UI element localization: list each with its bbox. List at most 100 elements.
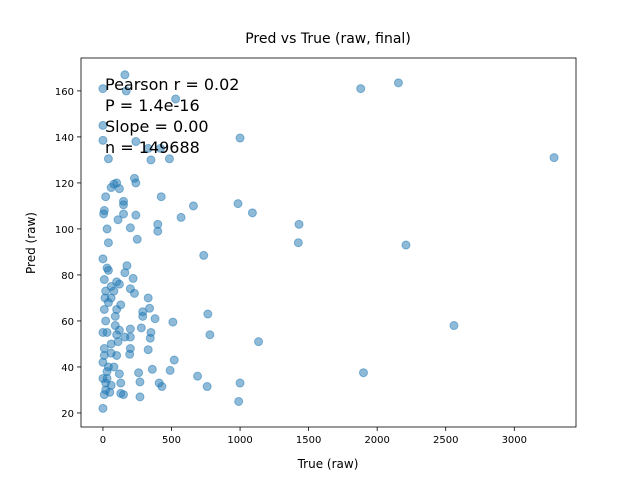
point — [99, 304, 109, 314]
point — [153, 219, 163, 229]
point — [101, 378, 111, 388]
point — [120, 268, 130, 278]
point — [110, 311, 120, 321]
point — [169, 355, 179, 365]
point — [131, 137, 141, 147]
point — [98, 357, 108, 367]
point — [103, 154, 113, 164]
point — [449, 321, 459, 331]
x-tick-label: 2500 — [433, 435, 458, 446]
point — [234, 396, 244, 406]
point — [121, 86, 131, 96]
point — [393, 78, 403, 88]
annotation: Pearson r = 0.02 — [105, 75, 239, 94]
point — [109, 362, 119, 372]
y-tick-label: 60 — [61, 317, 74, 328]
point — [156, 192, 166, 202]
y-tick-label: 160 — [55, 87, 74, 98]
annotation: Slope = 0.00 — [105, 117, 209, 136]
point — [125, 284, 135, 294]
y-tick-label: 140 — [55, 133, 74, 144]
point — [131, 178, 141, 188]
y-tick-label: 120 — [55, 179, 74, 190]
point — [98, 403, 108, 413]
x-tick-label: 500 — [162, 435, 181, 446]
point — [150, 314, 160, 324]
point — [156, 143, 166, 153]
point — [103, 265, 113, 275]
point — [293, 238, 303, 248]
point — [356, 84, 366, 94]
point — [98, 135, 108, 145]
point — [235, 133, 245, 143]
y-tick-label: 20 — [61, 409, 74, 420]
point — [138, 311, 148, 321]
point — [113, 215, 123, 225]
point — [103, 238, 113, 248]
point — [114, 325, 124, 335]
point — [358, 368, 368, 378]
point — [116, 378, 126, 388]
point — [98, 254, 108, 264]
point — [125, 223, 135, 233]
point — [120, 332, 130, 342]
point — [135, 377, 145, 387]
point — [199, 250, 209, 260]
point — [205, 330, 215, 340]
point — [119, 390, 129, 400]
point — [202, 382, 212, 392]
point — [147, 364, 157, 374]
point — [136, 323, 146, 333]
point — [176, 212, 186, 222]
point — [125, 324, 135, 334]
annotation: n = 149688 — [105, 138, 200, 157]
y-tick-label: 40 — [61, 363, 74, 374]
point — [188, 201, 198, 211]
point — [164, 154, 174, 164]
point — [134, 368, 144, 378]
point — [165, 365, 175, 375]
point — [168, 317, 178, 327]
y-tick-label: 100 — [55, 225, 74, 236]
y-axis-label: Pred (raw) — [24, 212, 38, 274]
point — [114, 279, 124, 289]
point — [119, 200, 129, 210]
point — [203, 309, 213, 319]
point — [235, 378, 245, 388]
point — [106, 183, 116, 193]
point — [125, 349, 135, 359]
point — [109, 286, 119, 296]
x-tick-label: 1000 — [227, 435, 252, 446]
point — [131, 210, 141, 220]
point — [193, 371, 203, 381]
point — [143, 293, 153, 303]
point — [120, 70, 130, 80]
point — [102, 224, 112, 234]
point — [102, 367, 112, 377]
point — [99, 209, 109, 219]
point — [114, 184, 124, 194]
chart-title: Pred vs True (raw, final) — [245, 31, 411, 47]
x-tick-label: 3000 — [502, 435, 527, 446]
point — [146, 155, 156, 165]
point — [143, 143, 153, 153]
x-axis-label: True (raw) — [297, 457, 359, 471]
point — [98, 120, 108, 130]
point — [101, 316, 111, 326]
plot-frame — [80, 57, 577, 428]
x-tick-label: 2000 — [364, 435, 389, 446]
point — [106, 348, 116, 358]
point — [157, 382, 167, 392]
point — [549, 153, 559, 163]
point — [294, 219, 304, 229]
point — [247, 208, 257, 218]
point — [171, 94, 181, 104]
point — [128, 273, 138, 283]
point — [114, 369, 124, 379]
point — [113, 337, 123, 347]
point — [102, 327, 112, 337]
point — [401, 240, 411, 250]
point — [143, 345, 153, 355]
